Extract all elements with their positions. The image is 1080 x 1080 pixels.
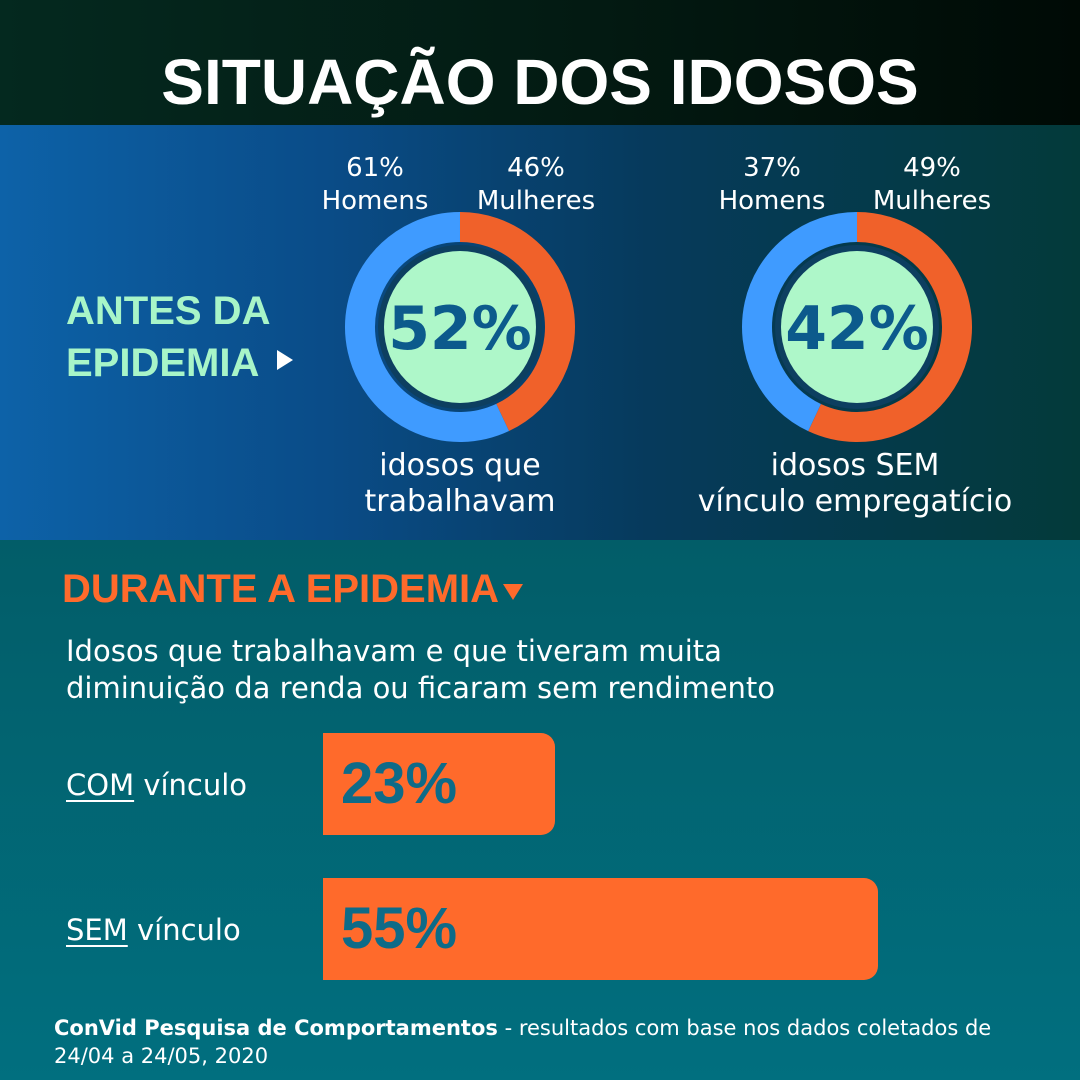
donut1-caption-line2: trabalhavam	[364, 484, 556, 519]
donut-chart-worked: 52%	[345, 212, 575, 442]
donut1-caption: idosos que trabalhavam	[260, 448, 660, 520]
during-epidemic-title: DURANTE A EPIDEMIA	[62, 562, 524, 616]
bar-label-sem-vinculo: SEM vínculo	[66, 912, 241, 948]
donut2-homens-label: 37% Homens	[662, 152, 882, 218]
donut1-mulheres-value: 46%	[507, 153, 565, 183]
donut-segment-homens	[742, 212, 858, 432]
bar-label-rest: vínculo	[134, 768, 248, 802]
before-epidemic-line1: ANTES DA	[66, 289, 271, 333]
donut-center	[384, 251, 536, 403]
donut2-caption-line1: idosos SEM	[770, 448, 940, 483]
bar-com-vinculo: 23%	[323, 733, 556, 835]
donut1-mulheres-label: 46% Mulheres	[426, 152, 646, 218]
donut-chart-no-contract: 42%	[742, 212, 972, 442]
subtitle-line1: Idosos que trabalhavam e que tiveram mui…	[66, 634, 722, 668]
bar-value-sem-vinculo: 55%	[341, 896, 458, 961]
play-arrow-icon	[277, 350, 294, 370]
bar-value-com-vinculo: 23%	[341, 751, 458, 816]
before-epidemic-line2: EPIDEMIA	[66, 337, 294, 389]
donut-segment-homens	[345, 212, 510, 442]
donut2-mulheres-label: 49% Mulheres	[822, 152, 1042, 218]
donut-center-value: 52%	[388, 294, 532, 364]
donut2-homens-value: 37%	[743, 153, 801, 183]
bar-label-emphasis: COM	[66, 768, 135, 802]
donut2-mulheres-value: 49%	[903, 153, 961, 183]
donut-center	[781, 251, 933, 403]
donut2-homens-name: Homens	[718, 186, 826, 216]
header-bar	[0, 0, 1080, 125]
bar-label-emphasis: SEM	[66, 913, 128, 947]
donut-center-value: 42%	[785, 294, 929, 364]
before-epidemic-label: ANTES DA EPIDEMIA	[66, 285, 294, 389]
subtitle-line2: diminuição da renda ou ficaram sem rendi…	[66, 671, 776, 705]
bar-sem-vinculo: 55%	[323, 878, 878, 980]
donut1-caption-line1: idosos que	[379, 448, 541, 483]
donut-segment-mulheres	[459, 212, 575, 432]
footer-source-name: ConVid Pesquisa de Comportamentos	[54, 1016, 498, 1040]
page-title: SITUAÇÃO DOS IDOSOS	[161, 46, 919, 118]
donut2-caption-line2: vínculo empregatício	[697, 484, 1013, 519]
during-epidemic-subtitle: Idosos que trabalhavam e que tiveram mui…	[66, 633, 1026, 707]
footer-source: ConVid Pesquisa de Comportamentos - resu…	[54, 1014, 1054, 1070]
donut1-mulheres-name: Mulheres	[476, 186, 596, 216]
donut1-homens-name: Homens	[321, 186, 429, 216]
triangle-down-icon	[503, 584, 524, 600]
footer-note: - resultados com base nos dados coletado…	[54, 1016, 992, 1068]
bar-label-com-vinculo: COM vínculo	[66, 767, 247, 803]
donut2-caption: idosos SEM vínculo empregatício	[655, 448, 1055, 520]
bar-label-rest: vínculo	[127, 913, 241, 947]
donut2-mulheres-name: Mulheres	[872, 186, 992, 216]
donut-segment-mulheres	[808, 212, 972, 442]
donut1-homens-value: 61%	[346, 153, 404, 183]
donut1-homens-label: 61% Homens	[265, 152, 485, 218]
